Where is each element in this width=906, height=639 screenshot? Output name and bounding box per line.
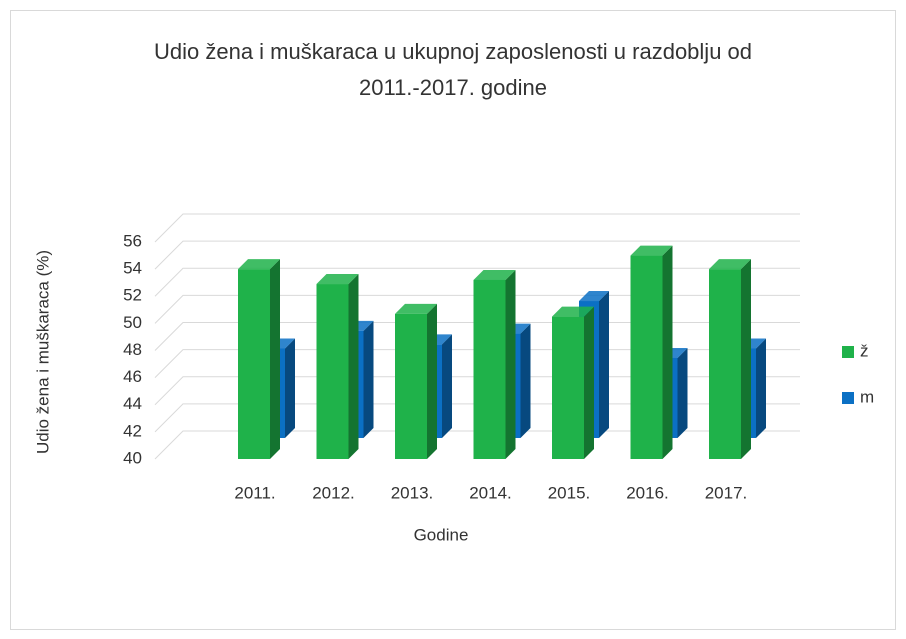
x-tick-label: 2015. [548, 483, 591, 502]
grid-line [154, 213, 800, 243]
bar [552, 316, 584, 459]
y-tick-label: 46 [123, 367, 142, 386]
bar-top [395, 303, 437, 314]
bar-side [442, 334, 452, 438]
x-tick-label: 2013. [391, 483, 434, 502]
bar-side [520, 323, 531, 438]
bar-side [584, 306, 594, 459]
bar-top [709, 259, 751, 270]
y-tick-label: 44 [123, 394, 142, 413]
bar-side [741, 259, 751, 459]
bar-top [630, 245, 673, 256]
bar-side [348, 274, 359, 459]
chart-title: Udio žena i muškaraca u ukupnoj zaposlen… [153, 39, 753, 100]
y-tick-label: 40 [123, 448, 142, 467]
bar [630, 255, 663, 459]
bar-top [473, 269, 516, 280]
bar [395, 313, 427, 459]
y-tick-label: 52 [123, 286, 142, 305]
bar [709, 269, 741, 459]
bar-side [427, 303, 437, 459]
bar [238, 269, 270, 459]
bar-side [662, 245, 673, 459]
bar [473, 279, 506, 459]
x-tick-label: 2012. [312, 483, 355, 502]
bar-top [238, 259, 280, 270]
bar-side [599, 291, 609, 438]
bar-top [552, 306, 594, 317]
bar-side [270, 259, 280, 459]
bar-side [505, 269, 516, 459]
legend-label: ž [860, 341, 869, 360]
grid-line [154, 240, 800, 270]
y-tick-label: 54 [123, 259, 142, 278]
y-axis-label: Udio žena i muškaraca (%) [33, 250, 52, 454]
x-tick-label: 2011. [234, 483, 275, 502]
x-tick-label: 2016. [626, 483, 669, 502]
legend-swatch [842, 346, 854, 358]
legend-swatch [842, 392, 854, 404]
bar-top [316, 274, 359, 285]
bar-side [677, 347, 688, 438]
y-tick-label: 56 [123, 231, 142, 250]
x-tick-label: 2014. [469, 483, 512, 502]
bar-side [756, 338, 766, 438]
y-tick-label: 48 [123, 340, 142, 359]
bar-side [285, 338, 295, 438]
grid-line [154, 267, 800, 297]
bar [316, 284, 349, 459]
bar-top [579, 291, 609, 302]
bar-side [363, 320, 374, 438]
legend-label: m [860, 387, 874, 406]
y-tick-label: 50 [123, 313, 142, 332]
x-tick-label: 2017. [705, 483, 748, 502]
y-tick-label: 42 [123, 421, 142, 440]
x-axis-label: Godine [414, 525, 469, 544]
